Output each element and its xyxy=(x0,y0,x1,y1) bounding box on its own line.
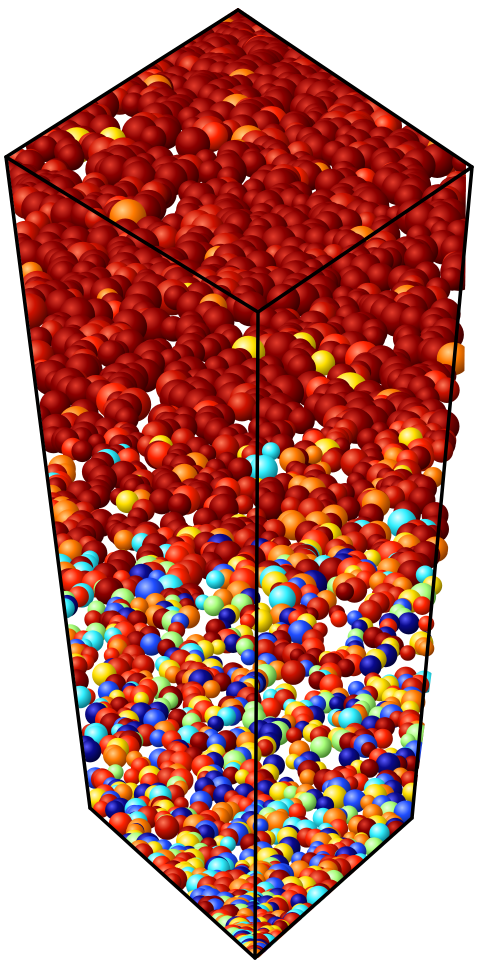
sphere-particle xyxy=(299,769,317,787)
sphere-particle xyxy=(202,680,221,699)
frame-edge-top-front-left xyxy=(4,155,260,314)
sphere-particle xyxy=(372,728,393,749)
frame-edge-front-vertical xyxy=(253,310,260,960)
container-box-wireframe xyxy=(4,8,474,960)
sphere-particle xyxy=(330,610,348,628)
sphere-particle xyxy=(203,595,224,617)
sphere-particle xyxy=(280,660,306,685)
sphere-particle xyxy=(329,696,345,712)
frame-edge-top-front-right xyxy=(256,165,474,314)
sphere-particle xyxy=(71,440,94,463)
frame-edge-bottom-right xyxy=(253,816,414,960)
sphere-particle xyxy=(123,768,141,786)
sphere-particle xyxy=(148,488,175,515)
sphere-particle xyxy=(240,649,257,666)
sphere-particle xyxy=(310,736,332,758)
sphere-particle xyxy=(154,815,180,840)
frame-edge-right-vertical xyxy=(410,165,474,820)
sphere-particle xyxy=(286,727,303,744)
sphere-particle xyxy=(400,645,416,661)
sphere-particle xyxy=(335,582,354,601)
sphere-particle xyxy=(168,493,192,517)
sphere-particle xyxy=(364,837,385,858)
sphere-particles xyxy=(8,8,466,958)
sphere-particle xyxy=(105,746,128,769)
sphere-particle xyxy=(68,685,92,709)
frame-edge-left-vertical xyxy=(4,155,92,810)
sphere-particle xyxy=(359,655,382,678)
frame-edge-top-back-right xyxy=(236,8,474,169)
sphere-particle xyxy=(140,633,163,656)
sphere-particle xyxy=(397,612,420,635)
sphere-particle xyxy=(309,350,336,376)
sphere-particle xyxy=(205,570,225,589)
frame-edge-top-back-left xyxy=(4,8,240,159)
sphere-particle xyxy=(412,596,432,615)
sphere-particle xyxy=(360,759,379,778)
frame-edge-bottom-left xyxy=(88,806,257,960)
sphere-particle xyxy=(227,457,253,483)
sphere-particle xyxy=(113,529,135,551)
